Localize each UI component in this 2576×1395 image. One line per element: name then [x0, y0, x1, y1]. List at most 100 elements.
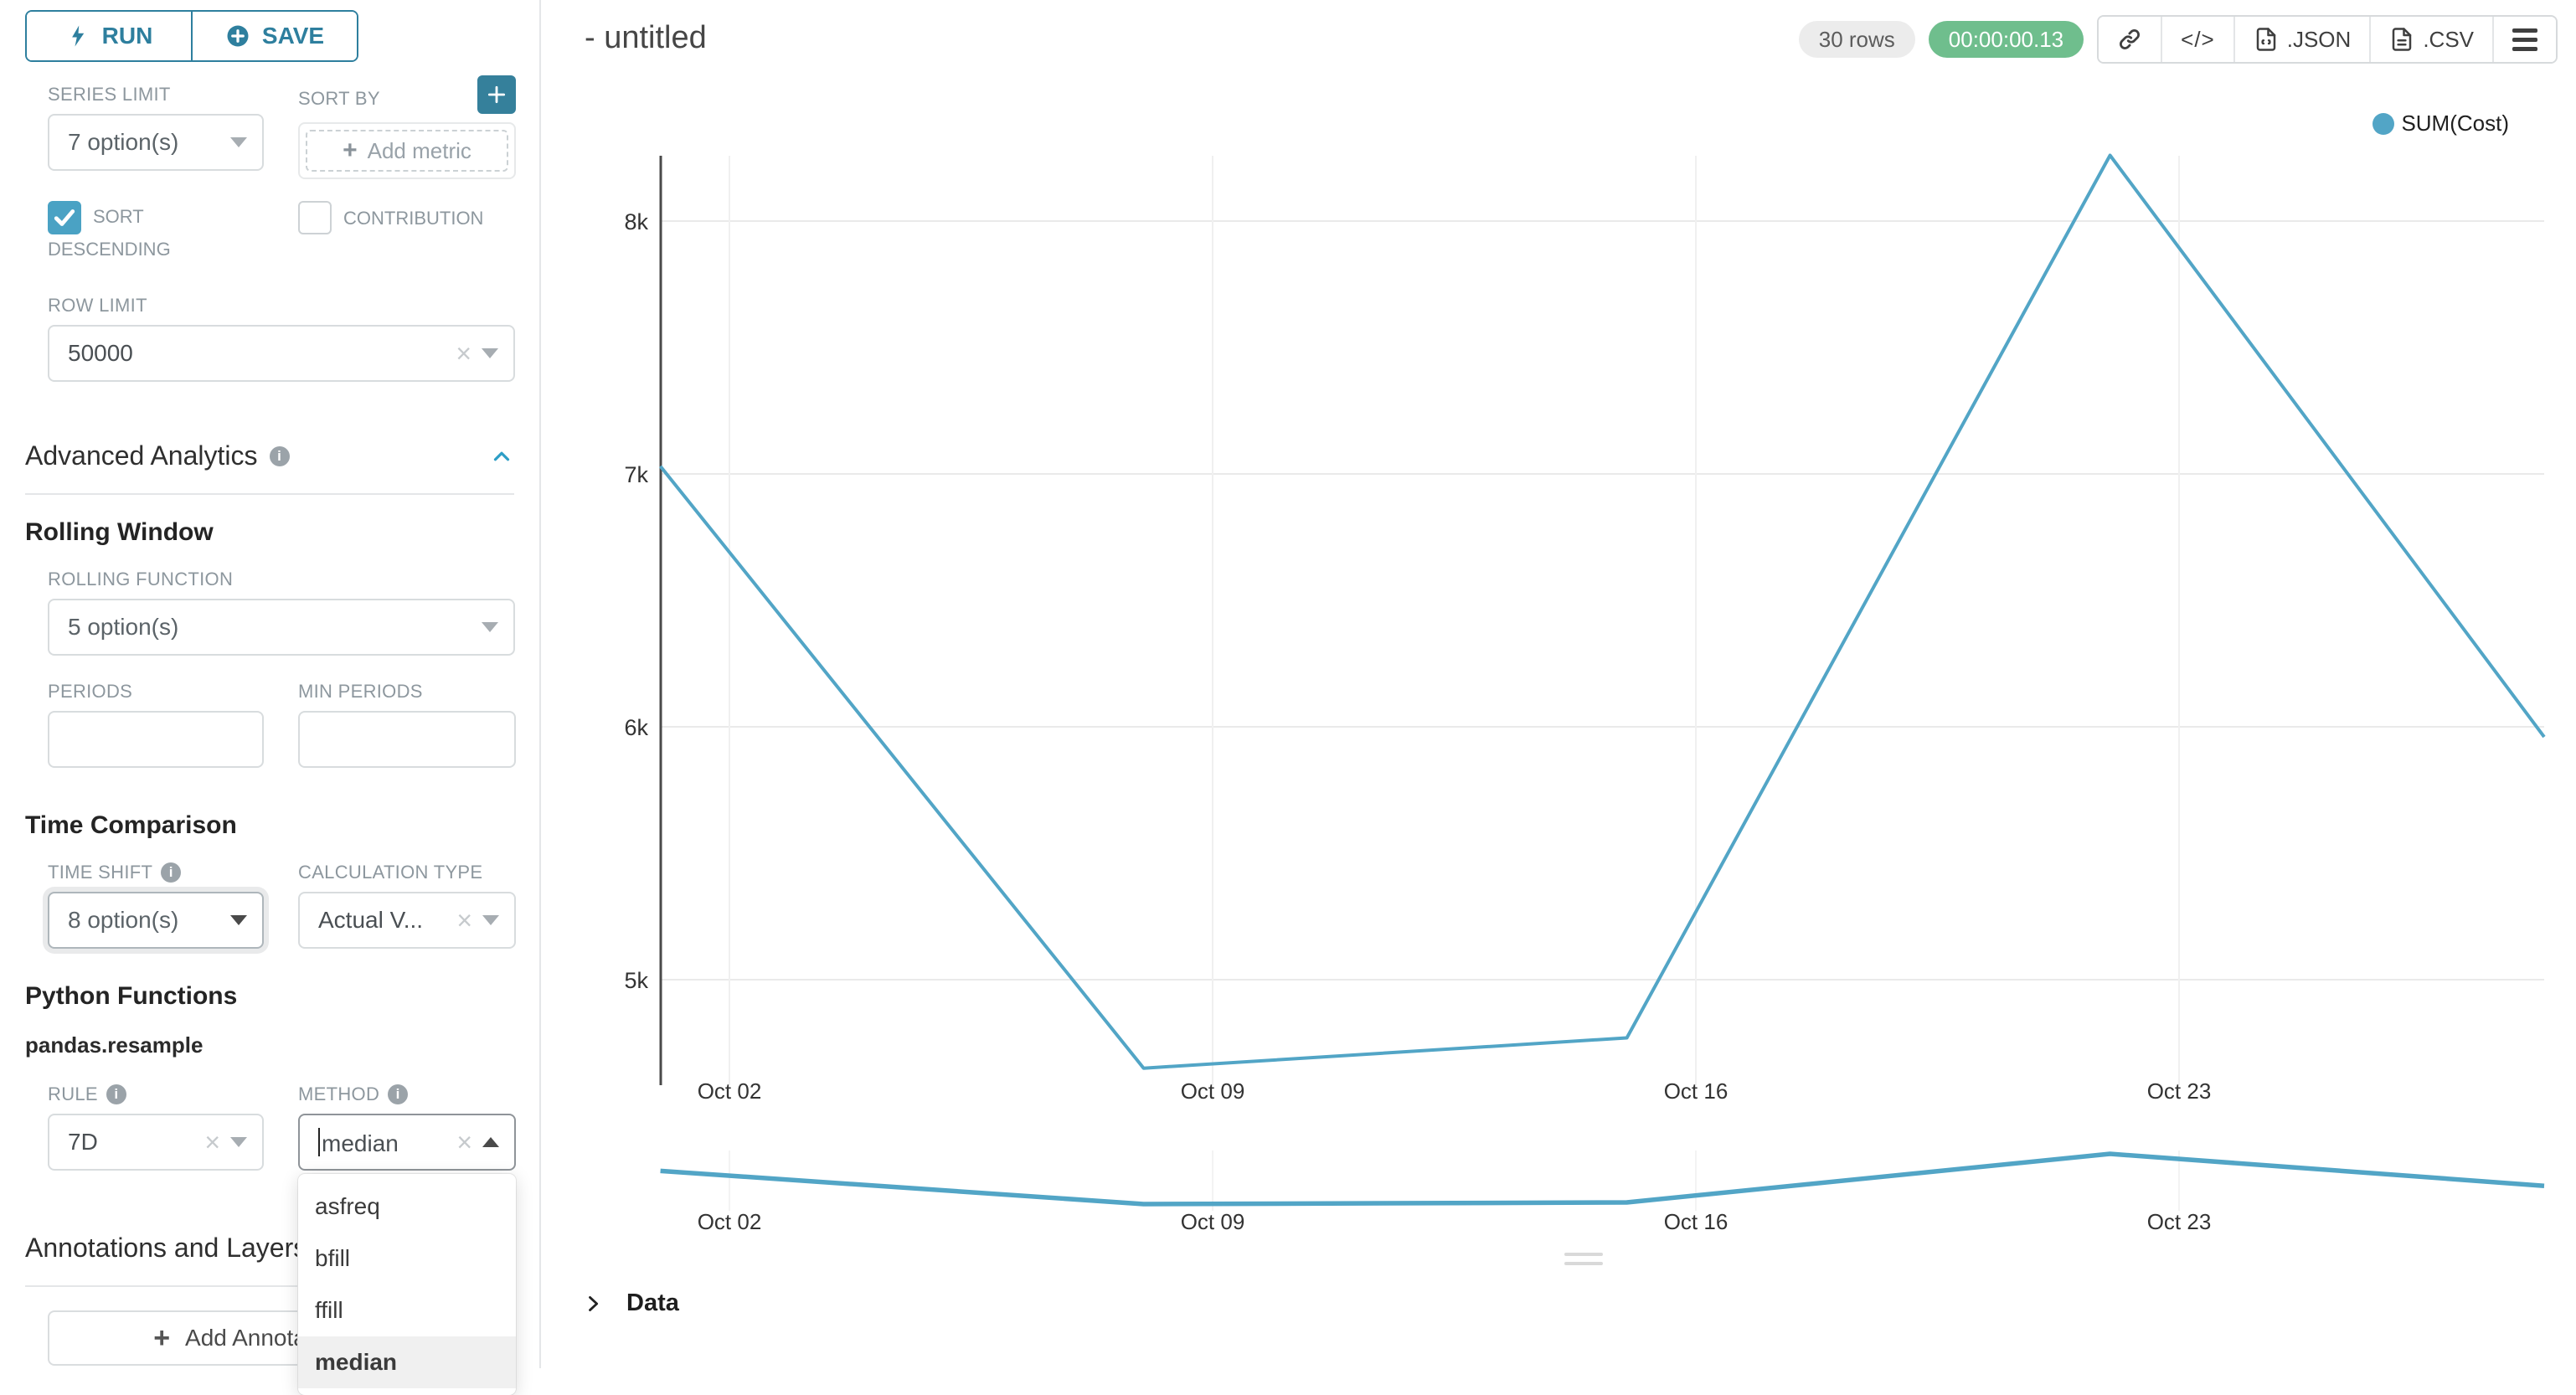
- plus-icon: +: [153, 1322, 170, 1355]
- rolling-function-select[interactable]: 5 option(s): [48, 599, 515, 656]
- calculation-type-label: CALCULATION TYPE: [298, 862, 516, 883]
- export-csv-button[interactable]: .CSV: [2369, 17, 2492, 62]
- chart-title[interactable]: - untitled: [585, 20, 707, 56]
- svg-text:Oct 23: Oct 23: [2147, 1209, 2212, 1234]
- row-limit-label: ROW LIMIT: [48, 295, 514, 317]
- divider: [25, 493, 514, 495]
- add-sort-button[interactable]: [477, 75, 516, 114]
- csv-label: .CSV: [2423, 27, 2474, 53]
- chart-panel: - untitled 30 rows 00:00:00.13 </> .JSON…: [543, 0, 2576, 1368]
- periods-input[interactable]: [48, 711, 264, 768]
- copy-link-button[interactable]: [2099, 17, 2161, 62]
- method-value: median: [322, 1130, 399, 1156]
- clear-icon[interactable]: ×: [456, 907, 472, 934]
- code-icon: </>: [2181, 27, 2215, 53]
- series-limit-select[interactable]: 7 option(s): [48, 114, 264, 171]
- row-limit-value: 50000: [68, 340, 446, 367]
- svg-text:7k: 7k: [624, 462, 648, 487]
- contribution-checkbox-row[interactable]: CONTRIBUTION: [298, 201, 516, 265]
- svg-text:Oct 09: Oct 09: [1181, 1078, 1245, 1104]
- advanced-analytics-title: Advanced Analytics: [25, 440, 258, 471]
- sort-by-label: SORT BY: [298, 88, 380, 110]
- calculation-type-select[interactable]: Actual V... ×: [298, 892, 516, 949]
- chevron-up-icon[interactable]: [489, 444, 514, 469]
- file-csv-icon: [2389, 27, 2414, 52]
- json-label: .JSON: [2287, 27, 2352, 53]
- file-json-icon: [2254, 27, 2279, 52]
- time-shift-label: TIME SHIFT: [48, 862, 152, 883]
- chevron-right-icon: [581, 1292, 605, 1315]
- periods-label: PERIODS: [48, 681, 264, 703]
- chart-menu-button[interactable]: [2492, 17, 2556, 62]
- svg-text:Oct 16: Oct 16: [1664, 1209, 1728, 1234]
- series-limit-value: 7 option(s): [68, 129, 220, 156]
- method-combobox[interactable]: median ×: [298, 1114, 516, 1171]
- info-icon: i: [106, 1084, 126, 1104]
- time-shift-select[interactable]: 8 option(s): [48, 892, 264, 949]
- view-query-button[interactable]: </>: [2161, 17, 2233, 62]
- run-button[interactable]: RUN: [27, 12, 191, 60]
- save-button[interactable]: SAVE: [191, 12, 357, 60]
- svg-text:Oct 02: Oct 02: [698, 1209, 762, 1234]
- plus-icon: [486, 84, 507, 106]
- method-option-asfreq[interactable]: asfreq: [298, 1181, 516, 1233]
- rolling-function-value: 5 option(s): [68, 614, 471, 641]
- info-icon: i: [161, 862, 181, 883]
- method-option-ffill[interactable]: ffill: [298, 1284, 516, 1336]
- sort-descending-checkbox-row[interactable]: SORT DESCENDING: [48, 201, 264, 265]
- checkbox-unchecked-icon[interactable]: [298, 201, 332, 234]
- method-option-bfill[interactable]: bfill: [298, 1233, 516, 1284]
- run-save-button-group: RUN SAVE: [25, 10, 358, 62]
- data-panel-label: Data: [626, 1289, 679, 1317]
- lightning-icon: [65, 23, 90, 49]
- time-comparison-title: Time Comparison: [25, 811, 514, 840]
- clear-icon[interactable]: ×: [456, 1129, 472, 1156]
- add-metric-button[interactable]: + Add metric: [306, 130, 508, 172]
- method-option-median[interactable]: median: [298, 1336, 516, 1388]
- method-label: METHOD: [298, 1084, 379, 1105]
- plus-circle-icon: [225, 23, 250, 49]
- svg-text:Oct 09: Oct 09: [1181, 1209, 1245, 1234]
- chevron-down-icon: [230, 137, 247, 147]
- calculation-type-value: Actual V...: [318, 907, 446, 934]
- min-periods-input[interactable]: [298, 711, 516, 768]
- sort-by-field: + Add metric: [298, 122, 516, 179]
- svg-text:8k: 8k: [624, 209, 648, 234]
- time-shift-value: 8 option(s): [68, 907, 220, 934]
- rule-value: 7D: [68, 1129, 194, 1156]
- svg-text:Oct 16: Oct 16: [1664, 1078, 1728, 1104]
- chevron-down-icon: [482, 348, 498, 358]
- checkbox-checked-icon[interactable]: [48, 201, 81, 234]
- chevron-down-icon: [482, 915, 499, 925]
- min-periods-label: MIN PERIODS: [298, 681, 516, 703]
- data-panel-toggle[interactable]: Data: [581, 1289, 679, 1317]
- annotations-title: Annotations and Layers: [25, 1233, 307, 1264]
- svg-text:5k: 5k: [624, 968, 648, 993]
- run-button-label: RUN: [102, 23, 153, 49]
- control-panel: RUN SAVE SERIES LIMIT 7 option(s) SORT B…: [0, 0, 541, 1368]
- info-icon: i: [388, 1084, 408, 1104]
- link-icon: [2117, 27, 2142, 52]
- python-functions-title: Python Functions: [25, 982, 514, 1011]
- menu-icon: [2512, 28, 2537, 51]
- svg-text:Oct 23: Oct 23: [2147, 1078, 2212, 1104]
- clear-icon[interactable]: ×: [204, 1129, 220, 1156]
- svg-text:Oct 02: Oct 02: [698, 1078, 762, 1104]
- chart-canvas: 8k 7k 6k 5k Oct 02 Oct 02 Oct 09 Oct 09 Oct 16 Oc…: [543, 75, 2576, 1256]
- rolling-function-label: ROLLING FUNCTION: [48, 569, 514, 590]
- add-metric-label: Add metric: [368, 138, 471, 164]
- chevron-up-icon: [482, 1137, 499, 1147]
- clear-icon[interactable]: ×: [456, 340, 471, 367]
- save-button-label: SAVE: [262, 23, 324, 49]
- panel-resize-handle[interactable]: [1548, 1253, 1620, 1265]
- plus-icon: +: [343, 136, 358, 165]
- rule-select[interactable]: 7D ×: [48, 1114, 264, 1171]
- chevron-down-icon: [230, 915, 247, 925]
- chevron-down-icon: [482, 622, 498, 632]
- svg-text:6k: 6k: [624, 715, 648, 740]
- row-limit-select[interactable]: 50000 ×: [48, 325, 515, 382]
- chart-actions-group: </> .JSON .CSV: [2097, 15, 2558, 64]
- export-json-button[interactable]: .JSON: [2233, 17, 2370, 62]
- advanced-analytics-header[interactable]: Advanced Analytics i: [25, 440, 514, 471]
- query-timer-badge: 00:00:00.13: [1929, 21, 2084, 58]
